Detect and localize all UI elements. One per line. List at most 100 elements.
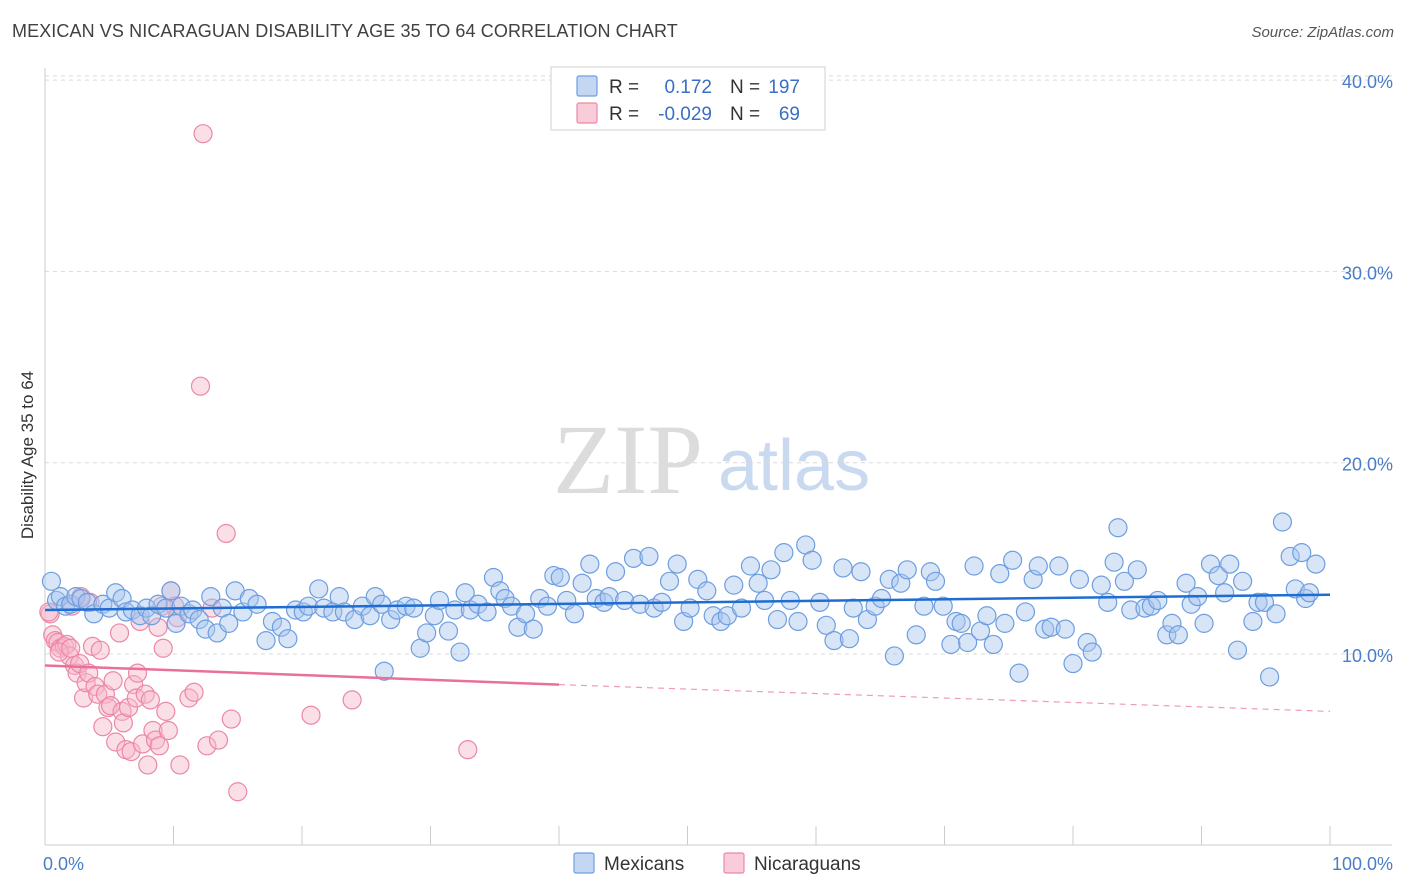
mexicans-point-67 — [477, 602, 497, 622]
nicaraguans-point-25 — [103, 671, 123, 691]
mexicans-point-182 — [1260, 667, 1280, 687]
mexicans-point-94 — [667, 554, 687, 574]
nicaraguans-point-26 — [106, 732, 126, 752]
mexicans-point-24 — [183, 600, 203, 620]
mexicans-point-149 — [1041, 617, 1061, 637]
mexicans-point-158 — [1104, 552, 1124, 572]
correlation-legend: R = 0.172 N = 197 R = -0.029 N = 69 — [550, 66, 826, 131]
nicaraguans-trend-line — [44, 664, 560, 686]
mexicans-point-176 — [1220, 554, 1240, 574]
mexicans-point-179 — [1243, 611, 1263, 632]
nicaraguans-point-58 — [216, 523, 236, 544]
mexicans-point-98 — [697, 581, 717, 601]
x-tick-label-max: 100.0% — [1332, 854, 1393, 874]
mexicans-point-34 — [247, 594, 267, 614]
mexicans-point-140 — [983, 634, 1003, 655]
mexicans-point-180 — [1248, 592, 1268, 612]
trend-lines — [44, 593, 1331, 712]
mexicans-point-160 — [1114, 571, 1135, 591]
mexicans-point-129 — [914, 596, 934, 616]
nicaraguans-point-47 — [156, 701, 176, 721]
axes — [44, 68, 1392, 846]
nicaraguans-point-48 — [158, 720, 178, 741]
mexicans-point-137 — [964, 556, 984, 576]
mexicans-point-189 — [1299, 583, 1320, 603]
mexicans-point-127 — [897, 560, 917, 580]
mexicans-point-105 — [748, 573, 768, 593]
mexicans-point-177 — [1227, 640, 1248, 660]
mexicans-point-27 — [201, 587, 221, 607]
mexicans-point-90 — [639, 546, 659, 567]
nicaraguans-point-21 — [93, 717, 113, 737]
nicaraguans-point-27 — [109, 623, 130, 643]
mexicans-point-7 — [77, 592, 98, 612]
mexicans-point-150 — [1049, 556, 1069, 576]
nicaraguans-point-54 — [190, 376, 211, 396]
mexicans-point-131 — [925, 571, 946, 591]
nicaraguans-point-18 — [85, 676, 105, 697]
nicaraguans-points — [39, 124, 478, 802]
mexicans-point-119 — [843, 598, 863, 618]
legend-n-value-1: 197 — [768, 77, 800, 98]
mexicans-point-15 — [130, 606, 150, 626]
mexicans-point-167 — [1162, 613, 1182, 633]
nicaraguans-point-64 — [458, 740, 478, 760]
mexicans-point-186 — [1285, 579, 1305, 599]
nicaraguans-point-39 — [138, 755, 158, 775]
mexicans-point-124 — [879, 569, 899, 589]
mexicans-point-141 — [990, 564, 1010, 584]
mexicans-point-42 — [309, 579, 329, 599]
nicaraguans-point-67 — [61, 638, 81, 658]
mexicans-point-25 — [189, 609, 209, 630]
mexicans-point-88 — [623, 548, 644, 568]
series-legend-label-mexicans: Mexicans — [604, 854, 684, 875]
mexicans-point-85 — [599, 587, 619, 607]
nicaraguans-point-7 — [59, 646, 80, 666]
watermark-atlas: atlas — [718, 426, 870, 506]
mexicans-point-123 — [871, 588, 892, 609]
legend-n-label-2: N = — [730, 104, 760, 125]
nicaraguans-point-57 — [208, 730, 229, 750]
mexicans-point-169 — [1176, 573, 1196, 593]
mexicans-point-152 — [1063, 653, 1083, 674]
nicaraguans-point-61 — [193, 124, 213, 144]
mexicans-point-142 — [995, 613, 1015, 633]
legend-r-value-1: 0.172 — [664, 77, 712, 98]
mexicans-point-113 — [802, 550, 822, 570]
mexicans-point-35 — [256, 631, 276, 651]
nicaraguans-point-35 — [127, 663, 148, 683]
nicaraguans-point-53 — [184, 682, 204, 702]
legend-n-value-2: 69 — [779, 104, 800, 125]
nicaraguans-point-32 — [121, 741, 141, 762]
mexicans-point-130 — [920, 562, 940, 582]
mexicans-point-165 — [1148, 590, 1168, 611]
mexicans-point-115 — [816, 615, 836, 635]
mexicans-point-156 — [1091, 575, 1111, 595]
mexicans-point-63 — [450, 642, 470, 662]
mexicans-point-78 — [550, 567, 570, 588]
watermark-zip: ZIP — [553, 404, 703, 515]
mexicans-point-80 — [564, 604, 585, 624]
nicaraguans-point-37 — [133, 734, 153, 754]
mexicans-point-111 — [788, 611, 808, 632]
mexicans-point-86 — [605, 562, 626, 582]
legend-r-label-2: R = — [609, 104, 639, 125]
mexicans-point-60 — [429, 590, 450, 611]
mexicans-point-145 — [1015, 602, 1036, 622]
mexicans-point-174 — [1208, 565, 1228, 586]
mexicans-point-133 — [941, 634, 961, 655]
nicaraguans-point-19 — [88, 684, 108, 704]
mexicans-point-161 — [1121, 600, 1141, 620]
mexicans-point-144 — [1009, 663, 1029, 683]
nicaraguans-point-20 — [90, 640, 110, 660]
mexicans-point-118 — [839, 629, 860, 649]
mexicans-point-155 — [1082, 642, 1102, 662]
mexicans-point-181 — [1254, 592, 1275, 612]
nicaraguans-point-63 — [342, 690, 362, 710]
mexicans-point-74 — [523, 619, 543, 639]
mexicans-point-114 — [810, 592, 830, 612]
nicaraguans-point-38 — [135, 684, 155, 704]
mexicans-point-168 — [1168, 625, 1188, 645]
nicaraguans-point-60 — [228, 782, 248, 802]
